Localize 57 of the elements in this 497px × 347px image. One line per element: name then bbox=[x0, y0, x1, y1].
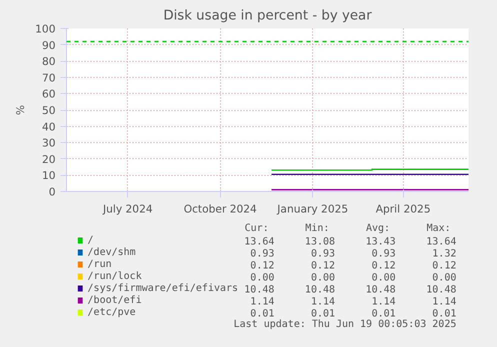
y-tick-label: 40 bbox=[42, 120, 56, 134]
text: 0.12 bbox=[310, 260, 336, 272]
legend-label: /boot/efi bbox=[88, 295, 142, 306]
legend-label: /dev/shm bbox=[88, 247, 136, 258]
text: 1.14 bbox=[310, 296, 336, 308]
y-tick-label: 70 bbox=[42, 71, 56, 84]
text: 13.64 bbox=[426, 236, 456, 248]
y-tick-label: 10 bbox=[42, 169, 56, 182]
legend-label: /sys/firmware/efi/efivars bbox=[88, 283, 238, 294]
text: 10.48 bbox=[244, 284, 274, 296]
text: Last update: Thu Jun 19 00:05:03 2025 bbox=[234, 319, 456, 330]
legend-label: /etc/pve bbox=[88, 307, 136, 318]
x-tick-label: April 2025 bbox=[376, 202, 431, 216]
text: 1.14 bbox=[432, 296, 456, 308]
legend-label: / bbox=[88, 235, 94, 246]
text: 10.48 bbox=[304, 284, 336, 296]
text: 10.48 bbox=[426, 284, 456, 296]
text: 0.00 bbox=[372, 272, 396, 284]
text: 1.32 bbox=[432, 248, 456, 260]
text: 0.00 bbox=[310, 272, 336, 284]
text: 0.93 bbox=[310, 248, 336, 260]
text: 13.08 bbox=[304, 236, 336, 248]
text: 1.14 bbox=[372, 296, 396, 308]
text: 0.93 bbox=[250, 248, 274, 260]
text: 13.64 bbox=[244, 236, 274, 248]
y-tick-label: 100 bbox=[35, 22, 56, 36]
y-tick-label: 30 bbox=[42, 136, 56, 150]
text: 0.01 bbox=[432, 308, 456, 320]
text: 13.43 bbox=[366, 236, 396, 248]
text: 0.01 bbox=[310, 308, 336, 320]
text: 1.14 bbox=[250, 296, 274, 308]
chart-title: Disk usage in percent - by year bbox=[163, 8, 372, 24]
legend-label: /run bbox=[88, 259, 112, 270]
legend-label: /run/lock bbox=[88, 271, 142, 282]
text: Min: bbox=[305, 223, 330, 234]
text: 0.01 bbox=[372, 308, 396, 320]
text: Max: bbox=[426, 223, 451, 234]
y-tick-label: 20 bbox=[42, 152, 56, 166]
x-tick-label: January 2025 bbox=[276, 202, 348, 216]
x-tick-label: October 2024 bbox=[184, 202, 258, 216]
text: Cur: bbox=[244, 223, 269, 234]
x-tick-label: July 2024 bbox=[102, 202, 153, 216]
y-tick-label: 50 bbox=[42, 104, 56, 117]
y-tick-label: 60 bbox=[42, 88, 56, 101]
text: 0.00 bbox=[250, 272, 274, 284]
text: 0.12 bbox=[432, 260, 456, 272]
text: 0.01 bbox=[250, 308, 274, 320]
text: 0.00 bbox=[432, 272, 456, 284]
text: 10.48 bbox=[366, 284, 396, 296]
y-tick-label: 0 bbox=[48, 186, 56, 198]
text: 0.12 bbox=[250, 260, 274, 272]
y-tick-label: 90 bbox=[42, 38, 56, 52]
y-tick-label: 80 bbox=[42, 55, 56, 68]
text: 0.12 bbox=[372, 260, 396, 272]
text: Avg: bbox=[366, 223, 390, 234]
y-axis-title: % bbox=[14, 104, 28, 116]
text: 0.93 bbox=[372, 248, 396, 260]
